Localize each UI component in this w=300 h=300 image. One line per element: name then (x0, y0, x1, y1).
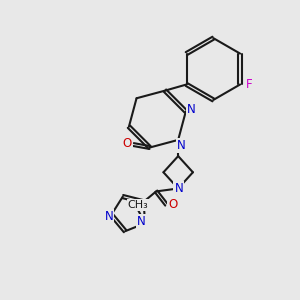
Text: N: N (137, 215, 146, 228)
Text: N: N (177, 139, 185, 152)
Text: CH₃: CH₃ (128, 200, 148, 210)
Text: N: N (105, 210, 113, 223)
Text: N: N (187, 103, 196, 116)
Text: O: O (168, 198, 178, 211)
Text: F: F (246, 78, 253, 91)
Text: O: O (122, 137, 132, 151)
Text: N: N (174, 182, 183, 195)
